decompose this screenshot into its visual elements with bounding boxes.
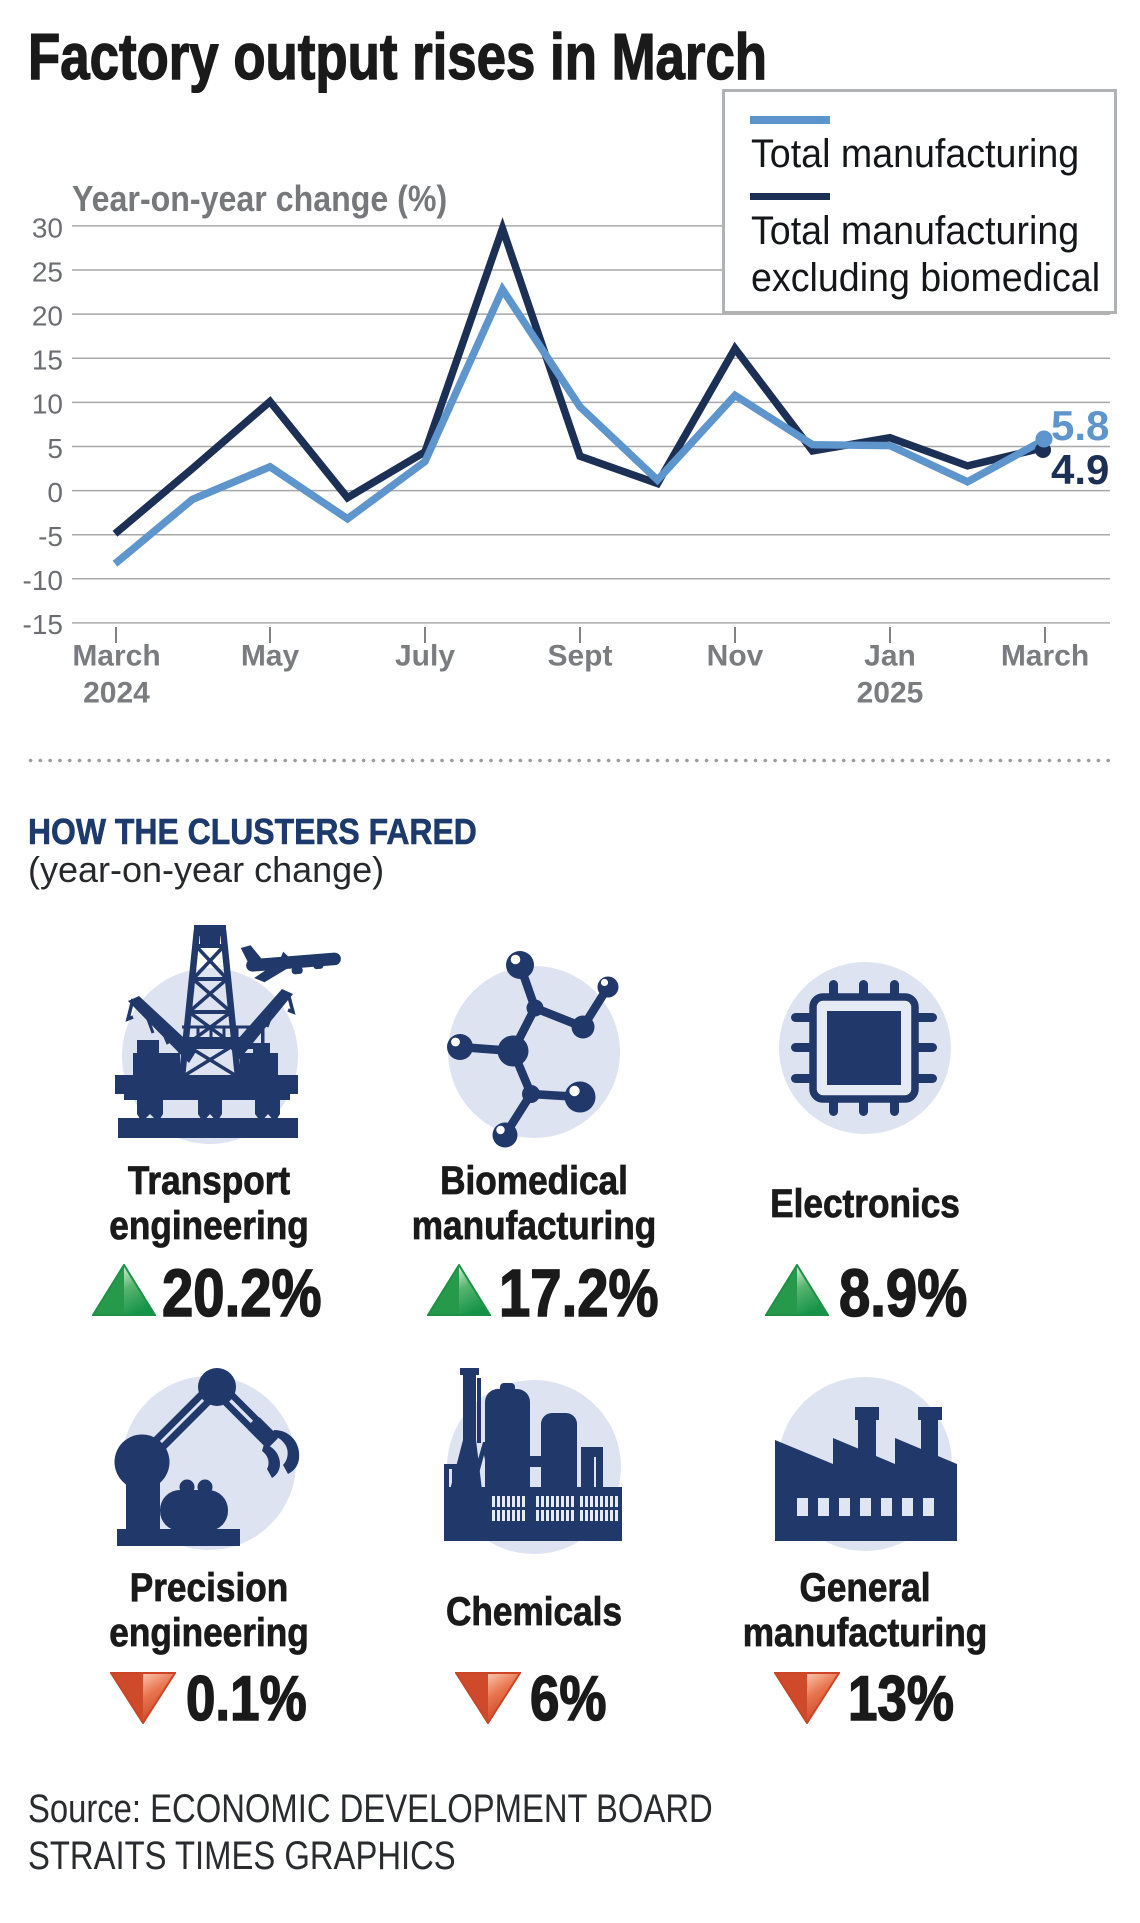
svg-text:-10: -10 <box>23 565 63 596</box>
svg-text:5.8: 5.8 <box>1051 402 1109 449</box>
svg-text:Nov: Nov <box>707 640 764 673</box>
svg-text:2024: 2024 <box>83 677 150 710</box>
svg-text:-5: -5 <box>38 521 63 552</box>
svg-text:0: 0 <box>47 477 63 508</box>
svg-text:-15: -15 <box>23 609 63 640</box>
svg-text:Sept: Sept <box>547 640 612 673</box>
svg-text:March: March <box>72 640 160 673</box>
svg-text:30: 30 <box>32 213 63 244</box>
svg-text:15: 15 <box>32 345 63 376</box>
svg-text:20: 20 <box>32 301 63 332</box>
svg-text:May: May <box>241 640 300 673</box>
svg-text:March: March <box>1001 640 1089 673</box>
svg-text:4.9: 4.9 <box>1051 446 1109 493</box>
svg-text:Jan: Jan <box>864 640 916 673</box>
svg-text:5: 5 <box>47 433 63 464</box>
svg-text:2025: 2025 <box>857 677 924 710</box>
svg-text:10: 10 <box>32 389 63 420</box>
svg-text:25: 25 <box>32 257 63 288</box>
svg-text:July: July <box>395 640 455 673</box>
